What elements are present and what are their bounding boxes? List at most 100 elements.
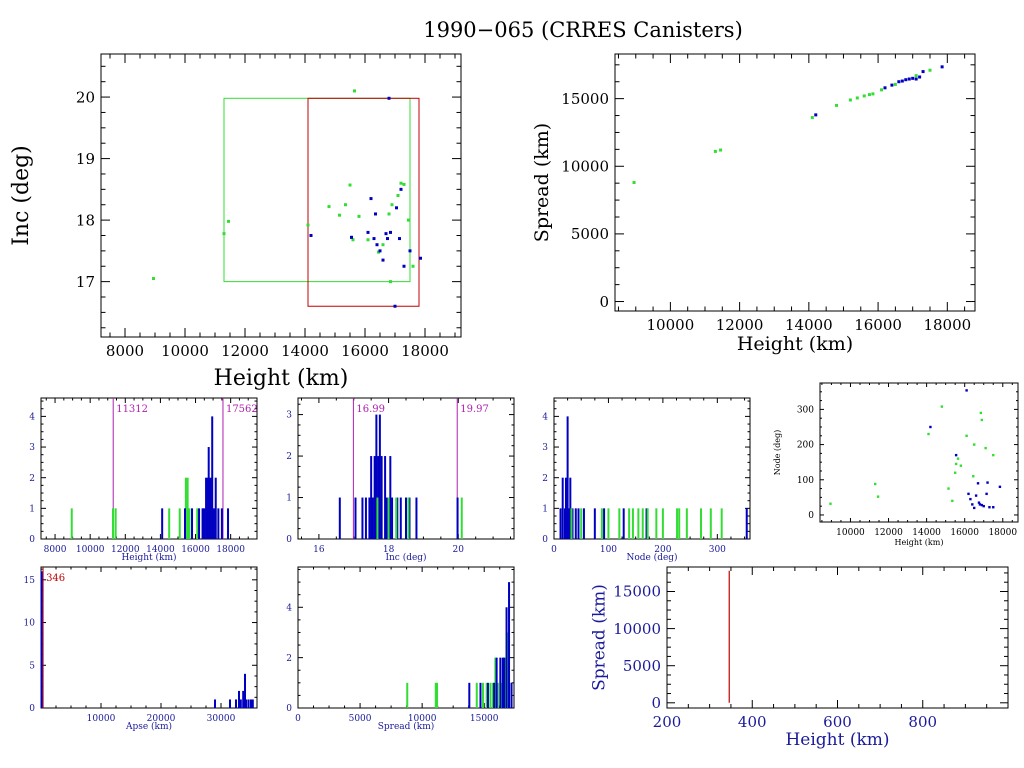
chart-panel-6: 10000 12000 14000 16000 18000 0 100 200 300 Heigh… xyxy=(773,382,1019,547)
data-point-green xyxy=(407,218,410,222)
histogram-bar-blue xyxy=(564,477,567,539)
histogram-bar-blue xyxy=(559,508,562,539)
x-tick-label: 20000 xyxy=(147,714,176,724)
data-point-green xyxy=(867,93,871,97)
y-tick-label: 10 xyxy=(24,619,36,629)
histogram-bar-green xyxy=(709,508,712,539)
y-tick-label: 4 xyxy=(29,413,35,423)
histogram-bar-green xyxy=(168,508,171,539)
histogram-bar-green xyxy=(685,508,688,539)
data-point-blue xyxy=(998,485,1002,489)
x-tick-label: 12000 xyxy=(221,342,269,360)
histogram-bar-blue xyxy=(501,657,504,708)
data-point-green xyxy=(954,462,958,466)
data-point-blue xyxy=(399,187,403,191)
data-point-green xyxy=(874,482,877,486)
data-point-green xyxy=(947,487,950,490)
histogram-bar-blue xyxy=(396,497,399,539)
histogram-bar-blue xyxy=(40,571,43,708)
x-tick-label: 14000 xyxy=(281,342,329,360)
histogram-bar-blue xyxy=(370,456,373,539)
data-point-blue xyxy=(907,77,911,81)
marker-label: 19.97 xyxy=(460,404,489,415)
data-point-green xyxy=(893,82,897,86)
histogram-bar-green xyxy=(406,682,409,708)
histogram-bar-blue xyxy=(250,699,252,708)
histogram-bar-blue xyxy=(235,699,237,708)
histogram-bar-blue xyxy=(203,508,206,539)
data-point-blue xyxy=(350,235,353,239)
data-point-green xyxy=(855,96,859,100)
data-point-green xyxy=(848,98,852,102)
data-point-blue xyxy=(378,249,382,253)
x-tick-label: 12000 xyxy=(716,316,764,334)
histogram-bar-blue xyxy=(211,416,214,539)
histogram-bar-green xyxy=(376,497,379,539)
plot-frame xyxy=(40,566,258,709)
data-point-green xyxy=(871,92,875,96)
data-point-green xyxy=(222,232,226,236)
data-point-green xyxy=(927,432,930,436)
histogram-bar-green xyxy=(496,682,499,708)
data-point-green xyxy=(327,205,331,209)
histogram-bar-blue xyxy=(486,682,489,708)
data-point-blue xyxy=(366,230,370,234)
data-point-green xyxy=(719,148,723,152)
data-point-green xyxy=(810,116,814,120)
plot-frame xyxy=(819,382,1019,523)
histogram-bar-green xyxy=(395,497,398,539)
histogram-bar-blue xyxy=(582,508,585,539)
data-point-blue xyxy=(921,70,925,74)
plot-frame xyxy=(40,397,258,540)
y-axis-label: Node (deg) xyxy=(773,430,782,475)
data-point-green xyxy=(381,243,385,247)
histogram-bar-blue xyxy=(239,699,242,708)
y-tick-label: 15000 xyxy=(613,583,661,601)
histogram-bar-green xyxy=(600,508,603,539)
data-point-blue xyxy=(402,264,406,268)
x-tick-label: 10000 xyxy=(76,545,105,555)
data-point-blue xyxy=(973,506,976,510)
histogram-bar-green xyxy=(500,682,503,708)
histogram-bar-green xyxy=(489,682,492,708)
y-tick-label: 0 xyxy=(29,704,35,714)
histogram-bar-blue xyxy=(571,508,574,539)
data-point-green xyxy=(399,181,403,185)
data-point-green xyxy=(357,214,361,218)
data-point-green xyxy=(862,94,866,98)
data-point-green xyxy=(306,223,310,227)
histogram-bar-green xyxy=(720,508,723,539)
histogram-bar-green xyxy=(178,508,181,539)
data-point-blue xyxy=(971,503,974,506)
data-point-green xyxy=(928,68,932,72)
histogram-bar-green xyxy=(70,508,73,539)
data-point-blue xyxy=(929,425,932,429)
data-point-blue xyxy=(309,233,313,237)
chart-panel-7: 10000 20000 30000 0 5 10 15 Apse (km) 346 xyxy=(24,566,258,732)
histogram-bar-green xyxy=(491,682,494,708)
y-tick-label: 1 xyxy=(29,504,35,514)
x-axis-label: Spread (km) xyxy=(378,721,435,732)
histogram-bar-blue xyxy=(354,497,357,539)
data-point-blue xyxy=(967,492,970,496)
chart-panel-5: 0 100 200 300 0 1 2 3 4 Node (deg) xyxy=(542,397,751,563)
y-tick-label: 0 xyxy=(542,535,548,545)
data-point-blue xyxy=(386,237,389,241)
y-tick-label: 20 xyxy=(76,88,95,106)
data-point-blue xyxy=(965,389,968,392)
x-tick-label: 15000 xyxy=(470,714,499,724)
histogram-bar-green xyxy=(188,508,191,539)
data-point-blue xyxy=(883,86,887,90)
y-tick-label: 5000 xyxy=(571,225,609,243)
histogram-bar-blue xyxy=(191,508,194,539)
x-tick-label: 14000 xyxy=(146,545,175,555)
y-tick-label: 4 xyxy=(542,413,548,423)
histogram-bar-green xyxy=(631,508,634,539)
histogram-bar-blue xyxy=(405,497,407,539)
selection-box-green xyxy=(223,97,411,283)
x-tick-label: 18000 xyxy=(923,316,971,334)
x-tick-label: 16000 xyxy=(341,342,389,360)
data-point-green xyxy=(353,89,356,93)
histogram-bar-blue xyxy=(456,497,459,539)
data-point-blue xyxy=(814,113,818,117)
